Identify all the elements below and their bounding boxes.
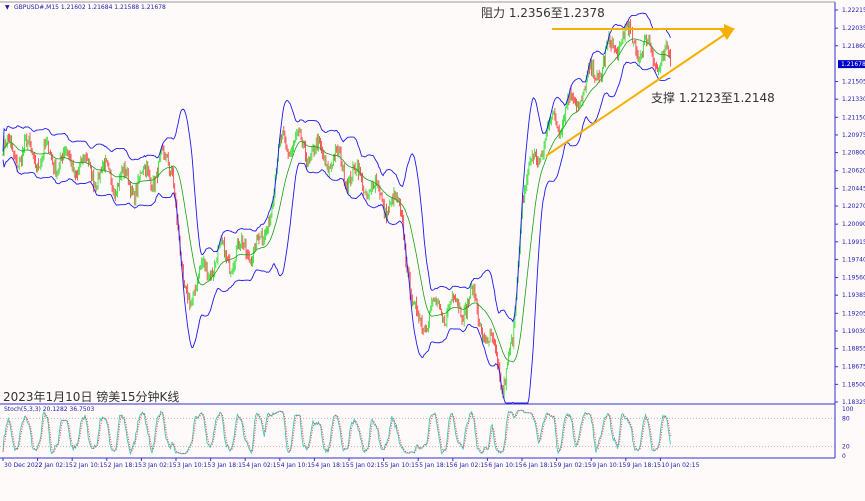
time-tick-label: 2 Jan 18:15 (108, 462, 142, 469)
price-tick-label: 1.19740 (842, 256, 865, 263)
price-tick-label: 1.20975 (842, 132, 865, 139)
price-tick-label: 1.21150 (842, 114, 865, 121)
current-price-box (838, 60, 865, 69)
time-tick-label: 9 Jan 18:15 (627, 462, 661, 469)
bollinger-upper (2, 12, 671, 323)
price-tick-label: 1.19030 (842, 328, 865, 335)
time-tick-label: 6 Jan 02:15 (454, 462, 488, 469)
time-tick-label: 5 Jan 10:15 (385, 462, 419, 469)
stoch-tick-label: 0 (842, 453, 846, 460)
price-tick-label: 1.22215 (842, 7, 865, 14)
price-tick-label: 1.18500 (842, 381, 865, 388)
time-tick-label: 30 Dec 2022 (4, 462, 43, 469)
price-tick-label: 1.22035 (842, 25, 865, 32)
price-tick-label: 1.19205 (842, 310, 865, 317)
price-tick-label: 1.20270 (842, 203, 865, 210)
time-tick-label: 9 Jan 02:15 (558, 462, 592, 469)
price-tick-label: 1.21505 (842, 79, 865, 86)
time-tick-label: 4 Jan 02:15 (246, 462, 280, 469)
price-tick-label: 1.20445 (842, 185, 865, 192)
time-tick-label: 6 Jan 10:15 (488, 462, 522, 469)
price-axis: 1.22215 1.22035 1.21860 1.21505 1.21330 1.211… (835, 7, 865, 406)
stoch-label: Stoch(5,3,3) 20.1282 36.7503 (4, 406, 95, 413)
time-tick-label: 3 Jan 02:15 (142, 462, 176, 469)
price-tick-label: 1.21860 (842, 43, 865, 50)
support-annotation: 支撑 1.2123至1.2148 (651, 90, 775, 105)
price-tick-label: 1.20620 (842, 168, 865, 175)
price-tick-label: 1.19915 (842, 239, 865, 246)
price-tick-label: 1.18325 (842, 399, 865, 406)
time-tick-label: 6 Jan 18:15 (523, 462, 557, 469)
price-tick-label: 1.20800 (842, 150, 865, 157)
price-tick-label: 1.18855 (842, 346, 865, 353)
stoch-signal-line (2, 409, 671, 455)
support-arrow-icon (720, 28, 735, 40)
time-tick-label: 10 Jan 02:15 (661, 462, 699, 469)
price-tick-label: 1.19385 (842, 292, 865, 299)
stoch-tick-label: 20 (842, 444, 850, 451)
trendlines (545, 24, 735, 157)
symbol-info: GBPUSD#,M15 1.21602 1.21684 1.21588 1.21… (14, 4, 166, 11)
current-price-label: 1.21678 (841, 61, 865, 68)
support-trendline (545, 32, 728, 157)
stoch-pane: 100 80 20 0 (0, 406, 854, 460)
price-pane (2, 12, 671, 404)
time-tick-label: 2 Jan 10:15 (73, 462, 107, 469)
time-tick-label: 4 Jan 18:15 (315, 462, 349, 469)
price-tick-label: 1.20090 (842, 221, 865, 228)
time-tick-label: 5 Jan 18:15 (419, 462, 453, 469)
moving-average (2, 38, 671, 363)
time-tick-label: 3 Jan 10:15 (177, 462, 211, 469)
time-tick-label: 9 Jan 10:15 (592, 462, 626, 469)
chart-caption: 2023年1月10日 镑美15分钟K线 (3, 389, 179, 404)
resistance-annotation: 阻力 1.2356至1.2378 (481, 6, 605, 20)
price-tick-label: 1.18675 (842, 364, 865, 371)
time-tick-label: 4 Jan 10:15 (281, 462, 315, 469)
stoch-tick-label: 100 (842, 406, 854, 413)
price-tick-label: 1.21330 (842, 96, 865, 103)
time-tick-label: 3 Jan 18:15 (212, 462, 246, 469)
stoch-tick-label: 80 (842, 415, 850, 422)
dropdown-triangle-icon[interactable]: ▼ (5, 4, 10, 11)
time-tick-label: 5 Jan 02:15 (350, 462, 384, 469)
bollinger-lower (2, 61, 671, 404)
price-tick-label: 1.19560 (842, 275, 865, 282)
time-tick-label: 2 Jan 02:15 (39, 462, 73, 469)
